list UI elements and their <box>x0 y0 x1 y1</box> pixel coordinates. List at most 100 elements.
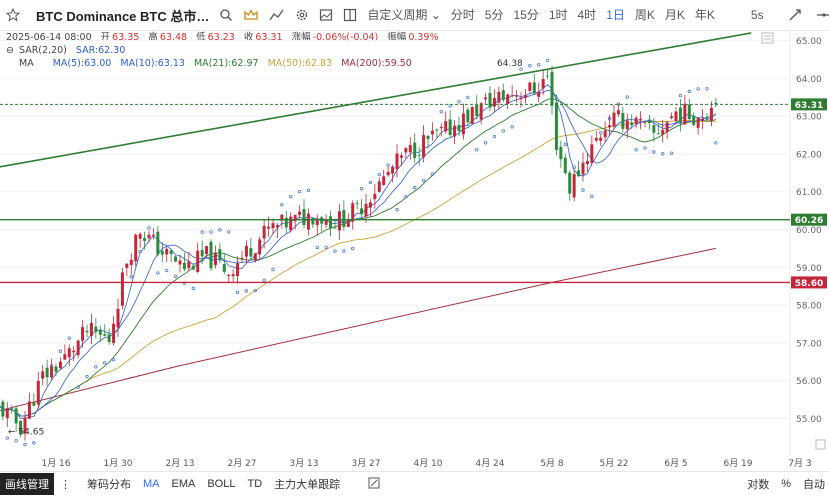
period-tab[interactable]: 5分 <box>484 8 504 22</box>
indicator-icon[interactable] <box>269 6 285 24</box>
refresh-interval[interactable]: 5s <box>750 8 764 22</box>
candle-body <box>45 367 49 378</box>
sar-dot <box>218 228 222 232</box>
gear-icon[interactable] <box>295 6 309 24</box>
sar-dot <box>103 361 107 365</box>
candle-body <box>479 103 483 120</box>
candle-body <box>302 209 306 226</box>
period-tab[interactable]: 4时 <box>577 8 597 22</box>
ma-polyline <box>0 89 717 417</box>
indicator-chip[interactable]: TD <box>247 478 263 490</box>
sar-dot <box>156 271 160 275</box>
period-tab[interactable]: 周K <box>634 8 655 22</box>
price-level-label: 60.26 <box>795 216 823 226</box>
candle-body <box>98 330 102 335</box>
candle-body <box>125 263 129 268</box>
sar-dot <box>76 385 80 389</box>
edit-icon[interactable] <box>368 477 380 492</box>
indicator-chip[interactable]: 筹码分布 <box>87 479 131 491</box>
sar-dot <box>678 93 683 98</box>
candle-body <box>227 274 231 276</box>
candle-body <box>267 226 271 229</box>
open-label: 开 <box>100 32 111 43</box>
x-tick-label: 3月 13 <box>289 458 318 469</box>
sar-dot <box>687 89 691 94</box>
candle-body <box>94 326 98 332</box>
candle-body <box>27 401 31 419</box>
fullscreen-icon[interactable] <box>788 6 802 24</box>
high-annotation: 64.38 <box>497 59 523 69</box>
period-tab[interactable]: 1时 <box>548 8 568 22</box>
candle-body <box>360 208 364 215</box>
more-icon[interactable]: ⋮ <box>60 478 71 491</box>
candle-body <box>404 148 408 153</box>
candle-body <box>391 166 395 174</box>
candle-body <box>5 408 9 419</box>
candle-body <box>386 171 390 176</box>
hline-icon[interactable] <box>816 6 829 24</box>
auto-scale-toggle[interactable]: 自动 <box>803 479 825 491</box>
price-level-tag <box>791 213 827 226</box>
toolbar: BTC Dominance BTC 总市… 自定义周期 ⌄ 分时 5分 15分 … <box>0 0 829 31</box>
period-tab-active[interactable]: 1日 <box>606 8 625 22</box>
candle-body <box>32 402 36 406</box>
snapshot-icon[interactable] <box>319 6 333 24</box>
collapse-icon[interactable]: ⊖ <box>6 45 14 56</box>
percent-scale-toggle[interactable]: % <box>781 478 791 490</box>
crown-icon[interactable] <box>243 6 259 24</box>
sar-dot <box>209 230 213 234</box>
trendline-segment[interactable] <box>0 32 752 168</box>
candle-body <box>621 113 625 129</box>
candle-body <box>639 118 643 121</box>
indicator-chip[interactable]: EMA <box>171 478 196 490</box>
sar-dot <box>377 172 381 177</box>
star-icon[interactable] <box>6 6 20 24</box>
period-tab[interactable]: 15分 <box>513 8 539 22</box>
indicator-chip[interactable]: 主力大单跟踪 <box>274 479 341 491</box>
period-tab[interactable]: 年K <box>694 8 715 22</box>
layout-icon[interactable] <box>343 6 357 24</box>
indicator-chip[interactable]: BOLL <box>207 478 236 490</box>
period-tab[interactable]: 月K <box>664 8 685 22</box>
sar-dot <box>537 63 541 67</box>
sar-dot <box>572 165 576 169</box>
sar-dot <box>58 349 63 353</box>
indicator-chip-active[interactable]: MA <box>143 478 160 490</box>
price-chart[interactable]: 65.00 64.00 63.00 62.00 61.00 60.00 59.00 58.00… <box>0 30 829 471</box>
x-tick-label: 6月 5 <box>664 458 687 469</box>
sar-dot <box>359 187 364 191</box>
candle-body <box>262 225 266 239</box>
sar-dot <box>590 194 594 199</box>
symbol-title[interactable]: BTC Dominance BTC 总市… <box>36 8 210 24</box>
candle-body <box>532 82 536 94</box>
candle-body <box>515 95 519 97</box>
candle-body <box>492 98 496 107</box>
y-tick-label: 61.00 <box>796 188 822 198</box>
search-icon[interactable] <box>219 6 233 24</box>
candle-body <box>541 79 545 89</box>
ma-polyline <box>0 97 717 417</box>
candle-body <box>120 272 124 306</box>
candle-body <box>612 112 616 127</box>
candle-body <box>209 241 213 269</box>
custom-period-dropdown[interactable]: 自定义周期 ⌄ <box>367 8 441 22</box>
drawing-manager-button[interactable]: 画线管理 <box>0 473 54 495</box>
y-tick-label: 56.00 <box>796 377 822 387</box>
candle-body <box>271 223 275 229</box>
sar-dot <box>306 188 311 192</box>
axis-scale-icon[interactable] <box>815 439 826 450</box>
candle-body <box>435 129 439 131</box>
candle-body <box>368 202 372 208</box>
candle-body <box>346 220 350 228</box>
candle-body <box>67 348 71 358</box>
settings-icon[interactable] <box>761 32 774 44</box>
ma50-value: MA(50):62.83 <box>267 58 333 69</box>
amp-label: 振幅 <box>387 32 407 43</box>
sar-dot <box>85 374 89 379</box>
log-scale-toggle[interactable]: 对数 <box>747 479 770 491</box>
period-tab[interactable]: 分时 <box>450 8 475 22</box>
sar-dot <box>510 125 514 129</box>
candle-body <box>258 239 262 255</box>
candle-body <box>72 350 76 353</box>
y-tick-label: 62.00 <box>796 150 822 160</box>
